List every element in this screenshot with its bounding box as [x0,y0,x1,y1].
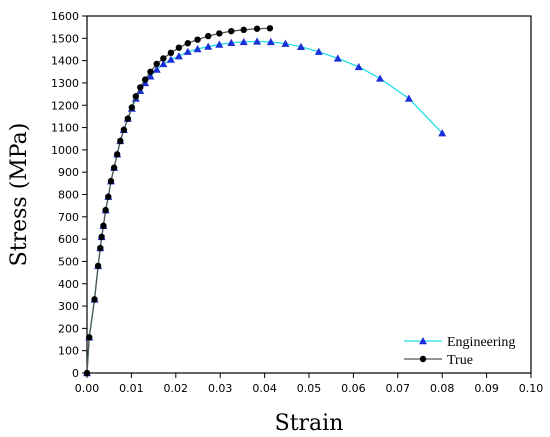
data-point-circle [132,93,140,100]
y-tick-label: 800 [58,189,79,202]
data-point-circle [102,206,109,214]
x-tick-label: 0.03 [208,382,233,395]
x-tick-label: 0.10 [519,382,544,395]
x-tick-label: 0.00 [75,382,100,395]
legend-item-engineering: Engineering [404,335,515,350]
data-point-circle [205,32,212,40]
x-tick-label: 0.04 [252,382,277,395]
plot-frame [86,15,532,374]
data-point-triangle [297,42,306,50]
axis-ticks: 0.00 0.01 0.02 0.03 0.04 0.05 0.06 0.07 0.08 0.09… [51,10,543,395]
data-point-circle [91,296,98,303]
data-point-circle [98,233,105,241]
x-tick-label: 0.01 [119,382,144,395]
data-point-triangle [227,38,236,46]
data-point-circle [253,25,261,32]
legend-marker-triangle [419,337,427,345]
x-tick-label: 0.02 [164,382,189,395]
data-point-triangle [404,94,413,102]
data-point-triangle [438,129,447,137]
x-tick-label: 0.08 [430,382,455,395]
y-tick-label: 1300 [51,77,79,90]
data-point-circle [107,177,115,185]
data-point-circle [113,151,121,158]
y-axis-title: Stress (MPa) [7,123,32,267]
y-tick-label: 400 [58,278,79,291]
data-point-triangle [204,42,213,50]
x-axis-title: Strain [275,411,344,436]
data-point-triangle [193,45,202,53]
data-point-triangle [281,39,290,47]
data-point-circle [117,137,124,145]
y-tick-label: 300 [58,300,79,313]
data-point-triangle [314,47,323,55]
x-tick-label: 0.07 [386,382,411,395]
y-tick-label: 1400 [51,55,79,68]
data-point-circle [124,115,132,122]
data-point-triangle [376,74,385,82]
legend-label: Engineering [447,335,515,350]
data-point-circle [94,262,102,270]
data-point-circle [167,49,175,57]
y-tick-label: 900 [58,166,79,179]
data-point-triangle [166,55,175,63]
data-point-triangle [354,62,363,71]
data-point-circle [110,164,118,171]
data-point-circle [141,76,149,83]
y-tick-label: 1500 [51,32,79,45]
x-tick-label: 0.09 [474,382,499,395]
x-tick-label: 0.06 [341,382,366,395]
data-point-circle [228,27,235,35]
data-point-circle [160,55,167,62]
y-tick-label: 1100 [51,122,79,135]
data-point-circle [240,26,247,34]
data-point-triangle [159,59,168,68]
data-point-circle [137,84,144,91]
data-point-circle [120,126,128,133]
y-tick-label: 100 [58,345,79,358]
series-layer [83,25,447,377]
data-point-triangle [215,40,224,48]
data-point-triangle [266,37,275,46]
data-point-circle [175,44,183,51]
data-point-triangle [333,54,342,62]
data-point-circle [128,104,136,111]
data-point-circle [86,334,93,341]
y-tick-label: 1600 [51,10,79,23]
plot-area-border [86,15,532,374]
series-true [83,25,274,377]
data-point-triangle [146,72,155,80]
data-point-circle [105,193,112,200]
y-tick-label: 0 [72,367,79,380]
data-point-triangle [174,52,183,60]
y-tick-label: 600 [58,233,79,246]
y-tick-label: 500 [58,255,79,268]
legend-item-true: True [404,353,473,368]
data-point-circle [184,40,191,47]
data-point-triangle [183,47,192,55]
data-point-circle [266,25,274,32]
y-tick-label: 700 [58,211,79,224]
legend-label: True [447,353,473,368]
data-point-triangle [239,37,248,46]
y-tick-label: 1200 [51,99,79,112]
y-tick-label: 200 [58,322,79,335]
legend: Engineering True [404,335,515,368]
legend-marker-circle [419,355,427,363]
data-point-circle [153,60,160,68]
data-point-triangle [253,37,262,45]
data-point-circle [100,222,107,229]
data-point-triangle [152,65,161,73]
x-tick-label: 0.05 [297,382,322,395]
y-tick-label: 1000 [51,144,79,157]
data-point-circle [97,244,104,252]
series-line [86,27,270,374]
data-point-circle [147,68,154,75]
data-point-circle [216,30,223,37]
data-point-circle [194,36,201,43]
